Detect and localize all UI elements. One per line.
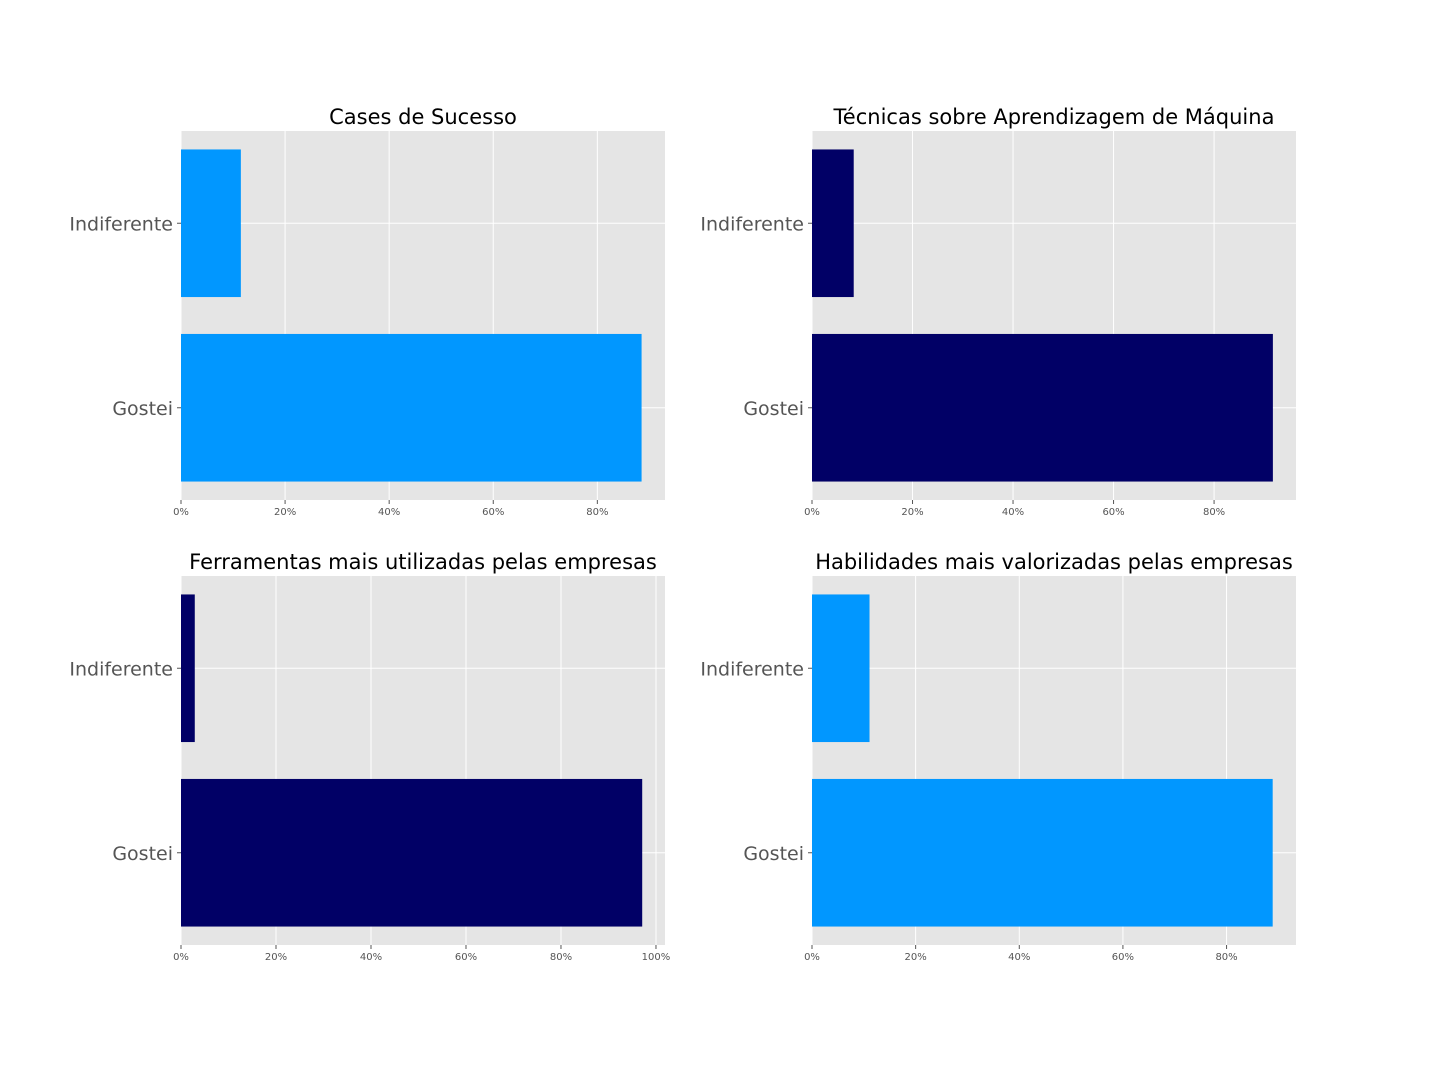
bar-gostei xyxy=(812,778,1273,927)
y-tick-label: Indiferente xyxy=(69,213,173,235)
x-tick-label: 0% xyxy=(804,952,820,963)
y-tick-label: Gostei xyxy=(743,843,804,865)
x-tick-label: 20% xyxy=(265,952,287,963)
bar-indiferente xyxy=(181,594,195,743)
y-tick-label: Indiferente xyxy=(69,658,173,680)
chart-panel-3: Indiferente Gostei 0% 20% 40% 60% 80% 100% Ferra… xyxy=(69,550,670,963)
x-tick-label: 40% xyxy=(360,952,382,963)
x-tick-label: 80% xyxy=(1215,952,1237,963)
x-tick-label: 40% xyxy=(378,507,400,518)
x-tick-label: 20% xyxy=(274,507,296,518)
chart-panel-4: Indiferente Gostei 0% 20% 40% 60% 80% Habilidad… xyxy=(700,550,1296,963)
x-tick-label: 60% xyxy=(1112,952,1134,963)
x-tick-label: 20% xyxy=(901,507,923,518)
chart-panel-1: Indiferente Gostei 0% 20% 40% 60% 80% Cases de … xyxy=(69,105,665,518)
x-tick-label: 40% xyxy=(1002,507,1024,518)
x-tick-label: 0% xyxy=(173,952,189,963)
x-tick-label: 60% xyxy=(482,507,504,518)
x-tick-label: 100% xyxy=(642,952,671,963)
x-tick-label: 80% xyxy=(550,952,572,963)
chart-title: Ferramentas mais utilizadas pelas empres… xyxy=(189,550,657,574)
x-tick-label: 0% xyxy=(173,507,189,518)
y-tick-label: Indiferente xyxy=(700,658,804,680)
bar-indiferente xyxy=(181,149,241,298)
bar-gostei xyxy=(181,778,643,927)
y-tick-label: Gostei xyxy=(743,398,804,420)
chart-title: Habilidades mais valorizadas pelas empre… xyxy=(815,550,1293,574)
x-tick-label: 80% xyxy=(1203,507,1225,518)
x-tick-label: 40% xyxy=(1008,952,1030,963)
x-tick-label: 0% xyxy=(804,507,820,518)
chart-panel-2: Indiferente Gostei 0% 20% 40% 60% 80% Técnicas … xyxy=(700,105,1296,518)
y-tick-label: Indiferente xyxy=(700,213,804,235)
bar-indiferente xyxy=(812,149,854,298)
x-tick-label: 20% xyxy=(905,952,927,963)
chart-title: Cases de Sucesso xyxy=(329,105,517,129)
bar-gostei xyxy=(181,333,642,482)
x-tick-label: 60% xyxy=(1102,507,1124,518)
x-tick-label: 80% xyxy=(586,507,608,518)
x-tick-label: 60% xyxy=(455,952,477,963)
bar-indiferente xyxy=(812,594,870,743)
bar-gostei xyxy=(812,333,1273,482)
y-tick-label: Gostei xyxy=(112,843,173,865)
y-tick-label: Gostei xyxy=(112,398,173,420)
chart-title: Técnicas sobre Aprendizagem de Máquina xyxy=(833,105,1275,129)
